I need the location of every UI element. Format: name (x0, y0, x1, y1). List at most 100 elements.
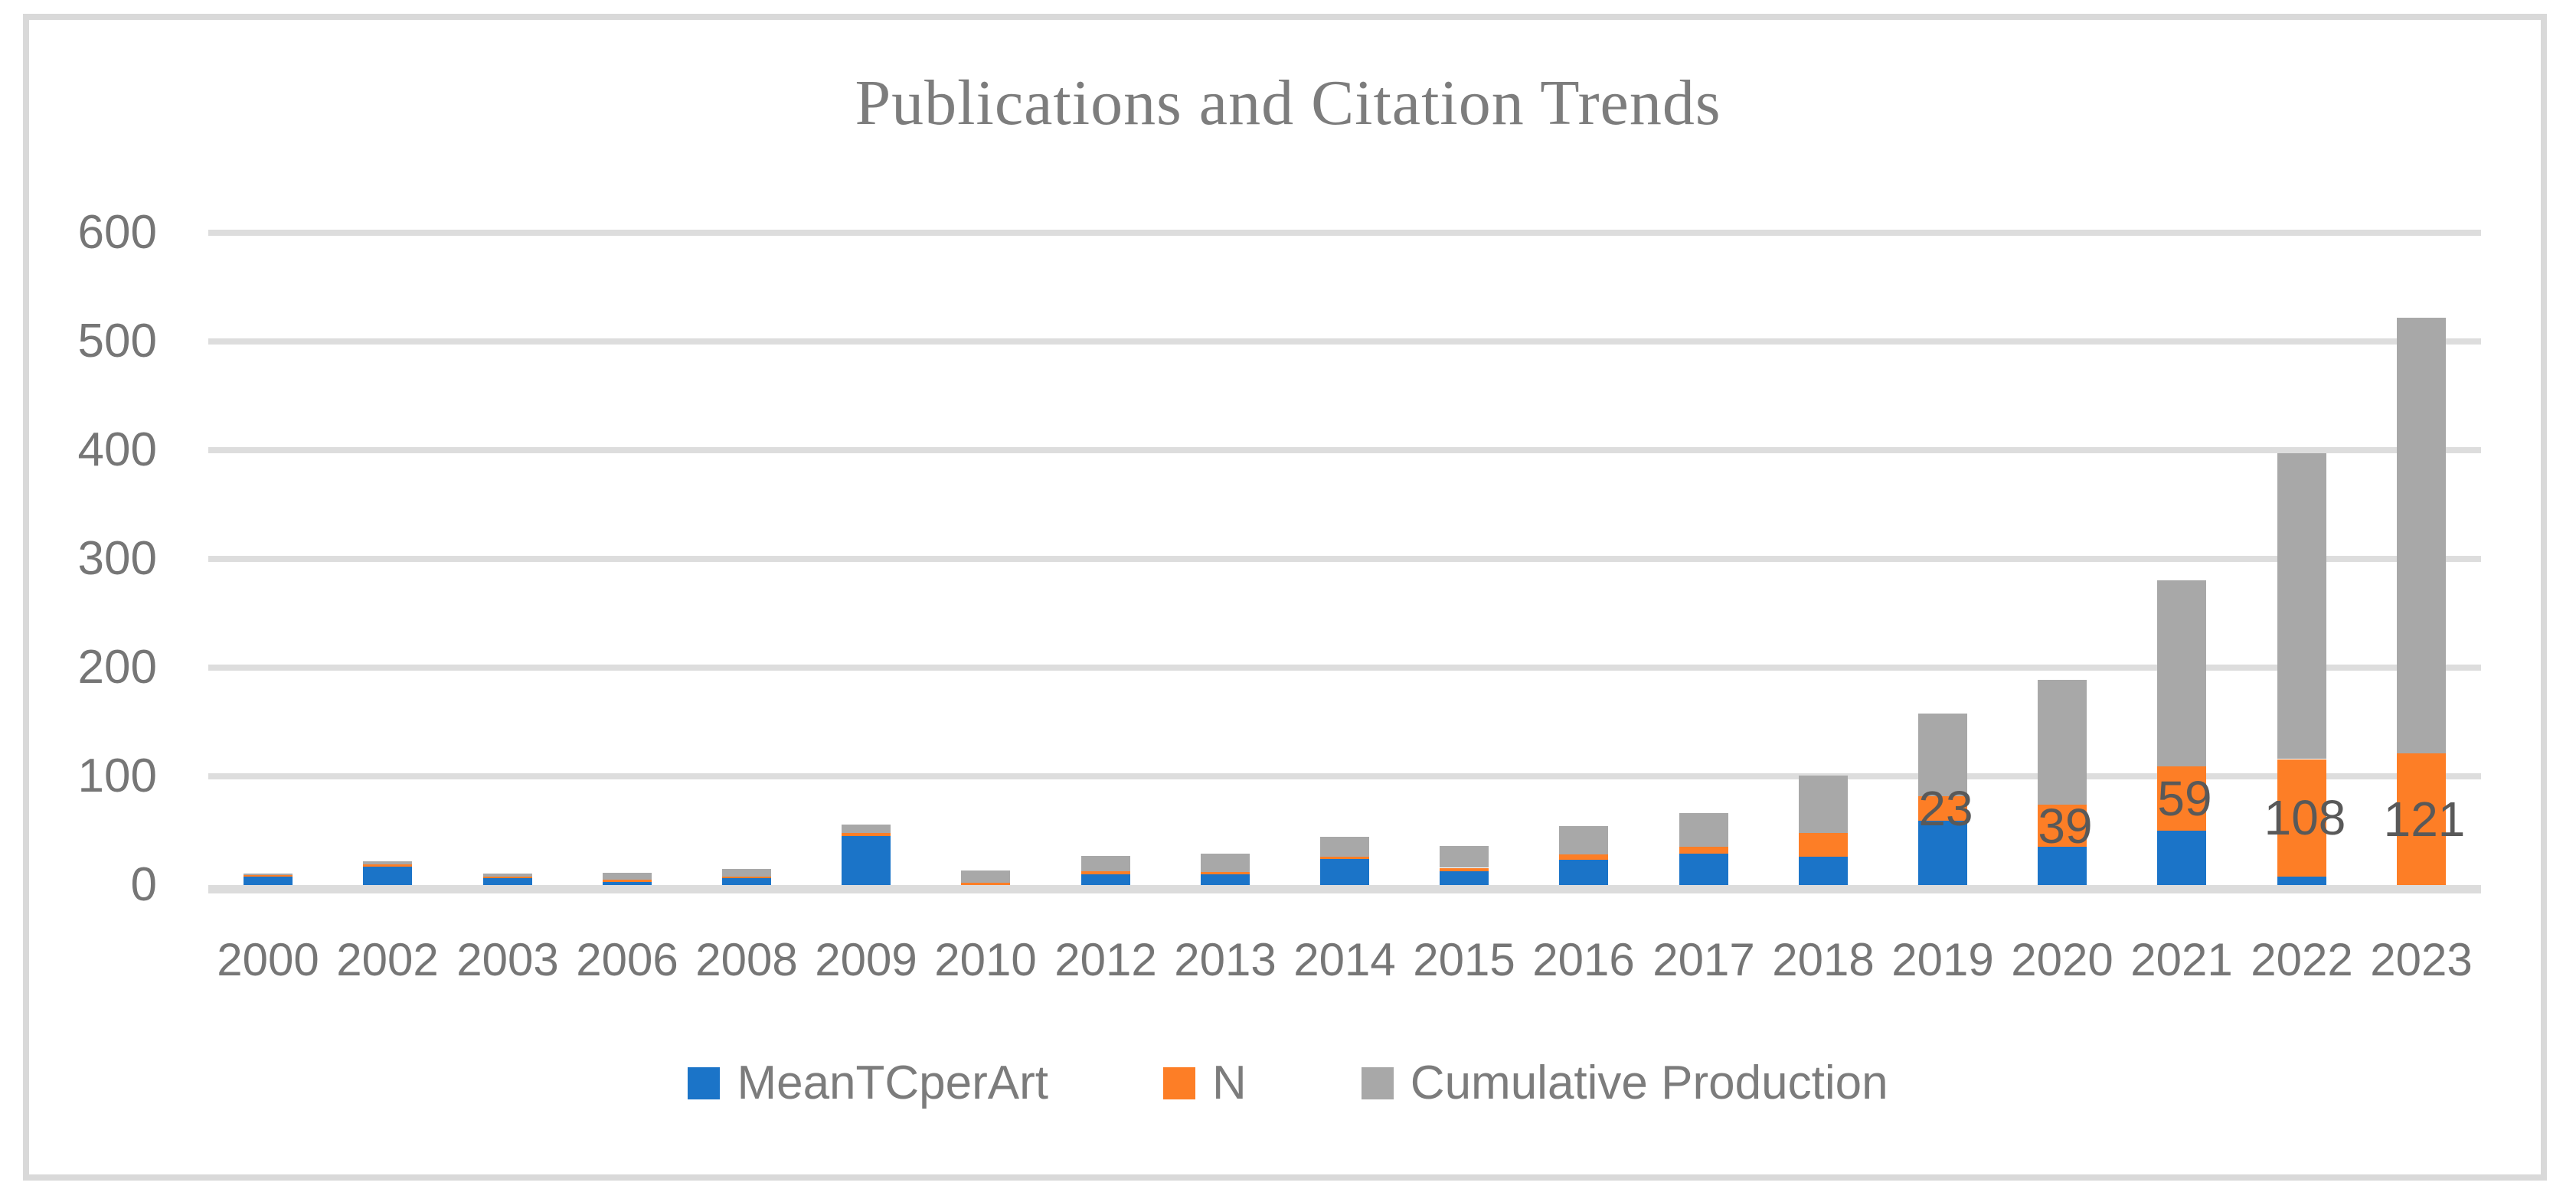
bar-segment-cumulative-production-2022 (2277, 453, 2326, 759)
bar-segment-n-2013 (1201, 872, 1250, 874)
x-axis-category-label: 2009 (815, 934, 917, 985)
bar-segment-cumulative-production-2021 (2157, 580, 2206, 766)
bar-segment-cumulative-production-2003 (483, 874, 532, 877)
y-axis-tick-label: 300 (77, 532, 157, 585)
bar-segment-n-2009 (842, 833, 891, 836)
bar-segment-meantcperart-2021 (2157, 831, 2206, 885)
bar-segment-n-2010 (961, 883, 1010, 885)
bar-segment-n-2002 (363, 864, 412, 867)
chart-border (23, 14, 2547, 1181)
data-label-2019: 23 (1918, 781, 1973, 836)
y-axis-tick-label: 200 (77, 641, 157, 694)
bar-segment-meantcperart-2008 (722, 878, 771, 885)
bar-segment-cumulative-production-2002 (363, 861, 412, 864)
x-axis-category-label: 2002 (336, 934, 439, 985)
bar-segment-cumulative-production-2013 (1201, 854, 1250, 872)
bar-segment-meantcperart-2009 (842, 836, 891, 885)
x-axis-category-label: 2000 (217, 934, 319, 985)
data-label-2021: 59 (2157, 771, 2212, 826)
bar-segment-meantcperart-2012 (1081, 874, 1130, 885)
legend-item-cumulative-production: Cumulative Production (1361, 1057, 1888, 1109)
y-gridline-400 (208, 447, 2481, 453)
bar-segment-cumulative-production-2006 (603, 873, 652, 880)
bar-segment-meantcperart-2020 (2038, 847, 2087, 885)
x-axis-category-label: 2023 (2370, 934, 2473, 985)
bar-segment-meantcperart-2000 (244, 877, 293, 885)
bar-segment-cumulative-production-2017 (1679, 813, 1728, 847)
bar-segment-n-2008 (722, 876, 771, 878)
bar-segment-n-2021 (2157, 766, 2206, 831)
meantcperart-swatch-icon (688, 1067, 721, 1099)
x-axis-category-label: 2018 (1772, 934, 1875, 985)
x-axis-category-label: 2013 (1174, 934, 1277, 985)
bar-segment-n-2003 (483, 876, 532, 878)
x-axis-category-label: 2022 (2251, 934, 2353, 985)
bar-segment-cumulative-production-2016 (1559, 826, 1608, 854)
x-axis-category-label: 2012 (1054, 934, 1157, 985)
y-axis-tick-label: 0 (130, 858, 157, 911)
bar-segment-n-2023 (2397, 753, 2446, 885)
x-axis-category-label: 2010 (934, 934, 1037, 985)
y-gridline-600 (208, 230, 2481, 236)
y-axis-tick-label: 400 (77, 423, 157, 476)
bar-segment-meantcperart-2016 (1559, 860, 1608, 885)
x-axis-category-label: 2019 (1891, 934, 1994, 985)
x-axis-category-label: 2003 (456, 934, 559, 985)
bar-segment-n-2016 (1559, 854, 1608, 860)
bar-segment-cumulative-production-2009 (842, 825, 891, 833)
x-axis-category-label: 2006 (576, 934, 678, 985)
legend: MeanTCperArt N Cumulative Production (0, 1060, 2576, 1107)
cumulative-production-swatch-icon (1361, 1067, 1394, 1099)
x-axis-category-label: 2017 (1652, 934, 1755, 985)
bar-segment-meantcperart-2022 (2277, 877, 2326, 885)
bar-segment-meantcperart-2002 (363, 867, 412, 885)
data-label-2020: 39 (2038, 799, 2093, 854)
bar-segment-cumulative-production-2023 (2397, 318, 2446, 753)
bar-segment-cumulative-production-2012 (1081, 856, 1130, 871)
legend-label: MeanTCperArt (737, 1057, 1049, 1109)
bar-segment-cumulative-production-2014 (1320, 837, 1369, 857)
data-label-2023: 121 (2383, 792, 2466, 847)
y-axis-tick-label: 500 (77, 315, 157, 367)
bar-segment-n-2012 (1081, 871, 1130, 874)
bar-segment-n-2022 (2277, 759, 2326, 877)
x-axis-line (208, 885, 2481, 893)
legend-label: Cumulative Production (1410, 1057, 1888, 1109)
bar-segment-n-2014 (1320, 857, 1369, 859)
y-axis-tick-label: 600 (77, 206, 157, 259)
x-axis-category-label: 2008 (695, 934, 798, 985)
bar-segment-n-2006 (603, 880, 652, 882)
bar-segment-n-2018 (1799, 833, 1848, 857)
legend-item-n: N (1163, 1060, 1247, 1107)
y-axis-tick-label: 100 (77, 750, 157, 802)
x-axis-category-label: 2021 (2130, 934, 2233, 985)
bar-segment-n-2015 (1440, 868, 1489, 871)
y-gridline-300 (208, 556, 2481, 562)
bar-segment-cumulative-production-2019 (1918, 714, 1967, 796)
bar-segment-n-2017 (1679, 847, 1728, 854)
bar-segment-cumulative-production-2015 (1440, 846, 1489, 867)
bar-segment-meantcperart-2014 (1320, 859, 1369, 885)
n-swatch-icon (1163, 1067, 1196, 1099)
legend-item-meantcperart: MeanTCperArt (688, 1060, 1048, 1107)
y-gridline-200 (208, 665, 2481, 671)
chart-title: Publications and Citation Trends (855, 67, 1721, 139)
bar-segment-meantcperart-2006 (603, 882, 652, 885)
bar-segment-n-2019 (1918, 795, 1967, 821)
y-gridline-100 (208, 773, 2481, 779)
bar-segment-cumulative-production-2018 (1799, 776, 1848, 833)
x-axis-category-label: 2014 (1293, 934, 1396, 985)
x-axis-category-label: 2020 (2011, 934, 2113, 985)
bar-segment-n-2000 (244, 875, 293, 877)
bar-segment-meantcperart-2019 (1918, 821, 1967, 885)
bar-segment-meantcperart-2018 (1799, 857, 1848, 885)
data-label-2022: 108 (2264, 790, 2346, 845)
bar-segment-cumulative-production-2010 (961, 870, 1010, 883)
bar-segment-cumulative-production-2020 (2038, 680, 2087, 805)
bar-segment-n-2020 (2038, 805, 2087, 847)
bar-segment-meantcperart-2015 (1440, 871, 1489, 885)
bar-segment-cumulative-production-2000 (244, 874, 293, 875)
y-gridline-500 (208, 338, 2481, 345)
bar-segment-meantcperart-2003 (483, 878, 532, 885)
